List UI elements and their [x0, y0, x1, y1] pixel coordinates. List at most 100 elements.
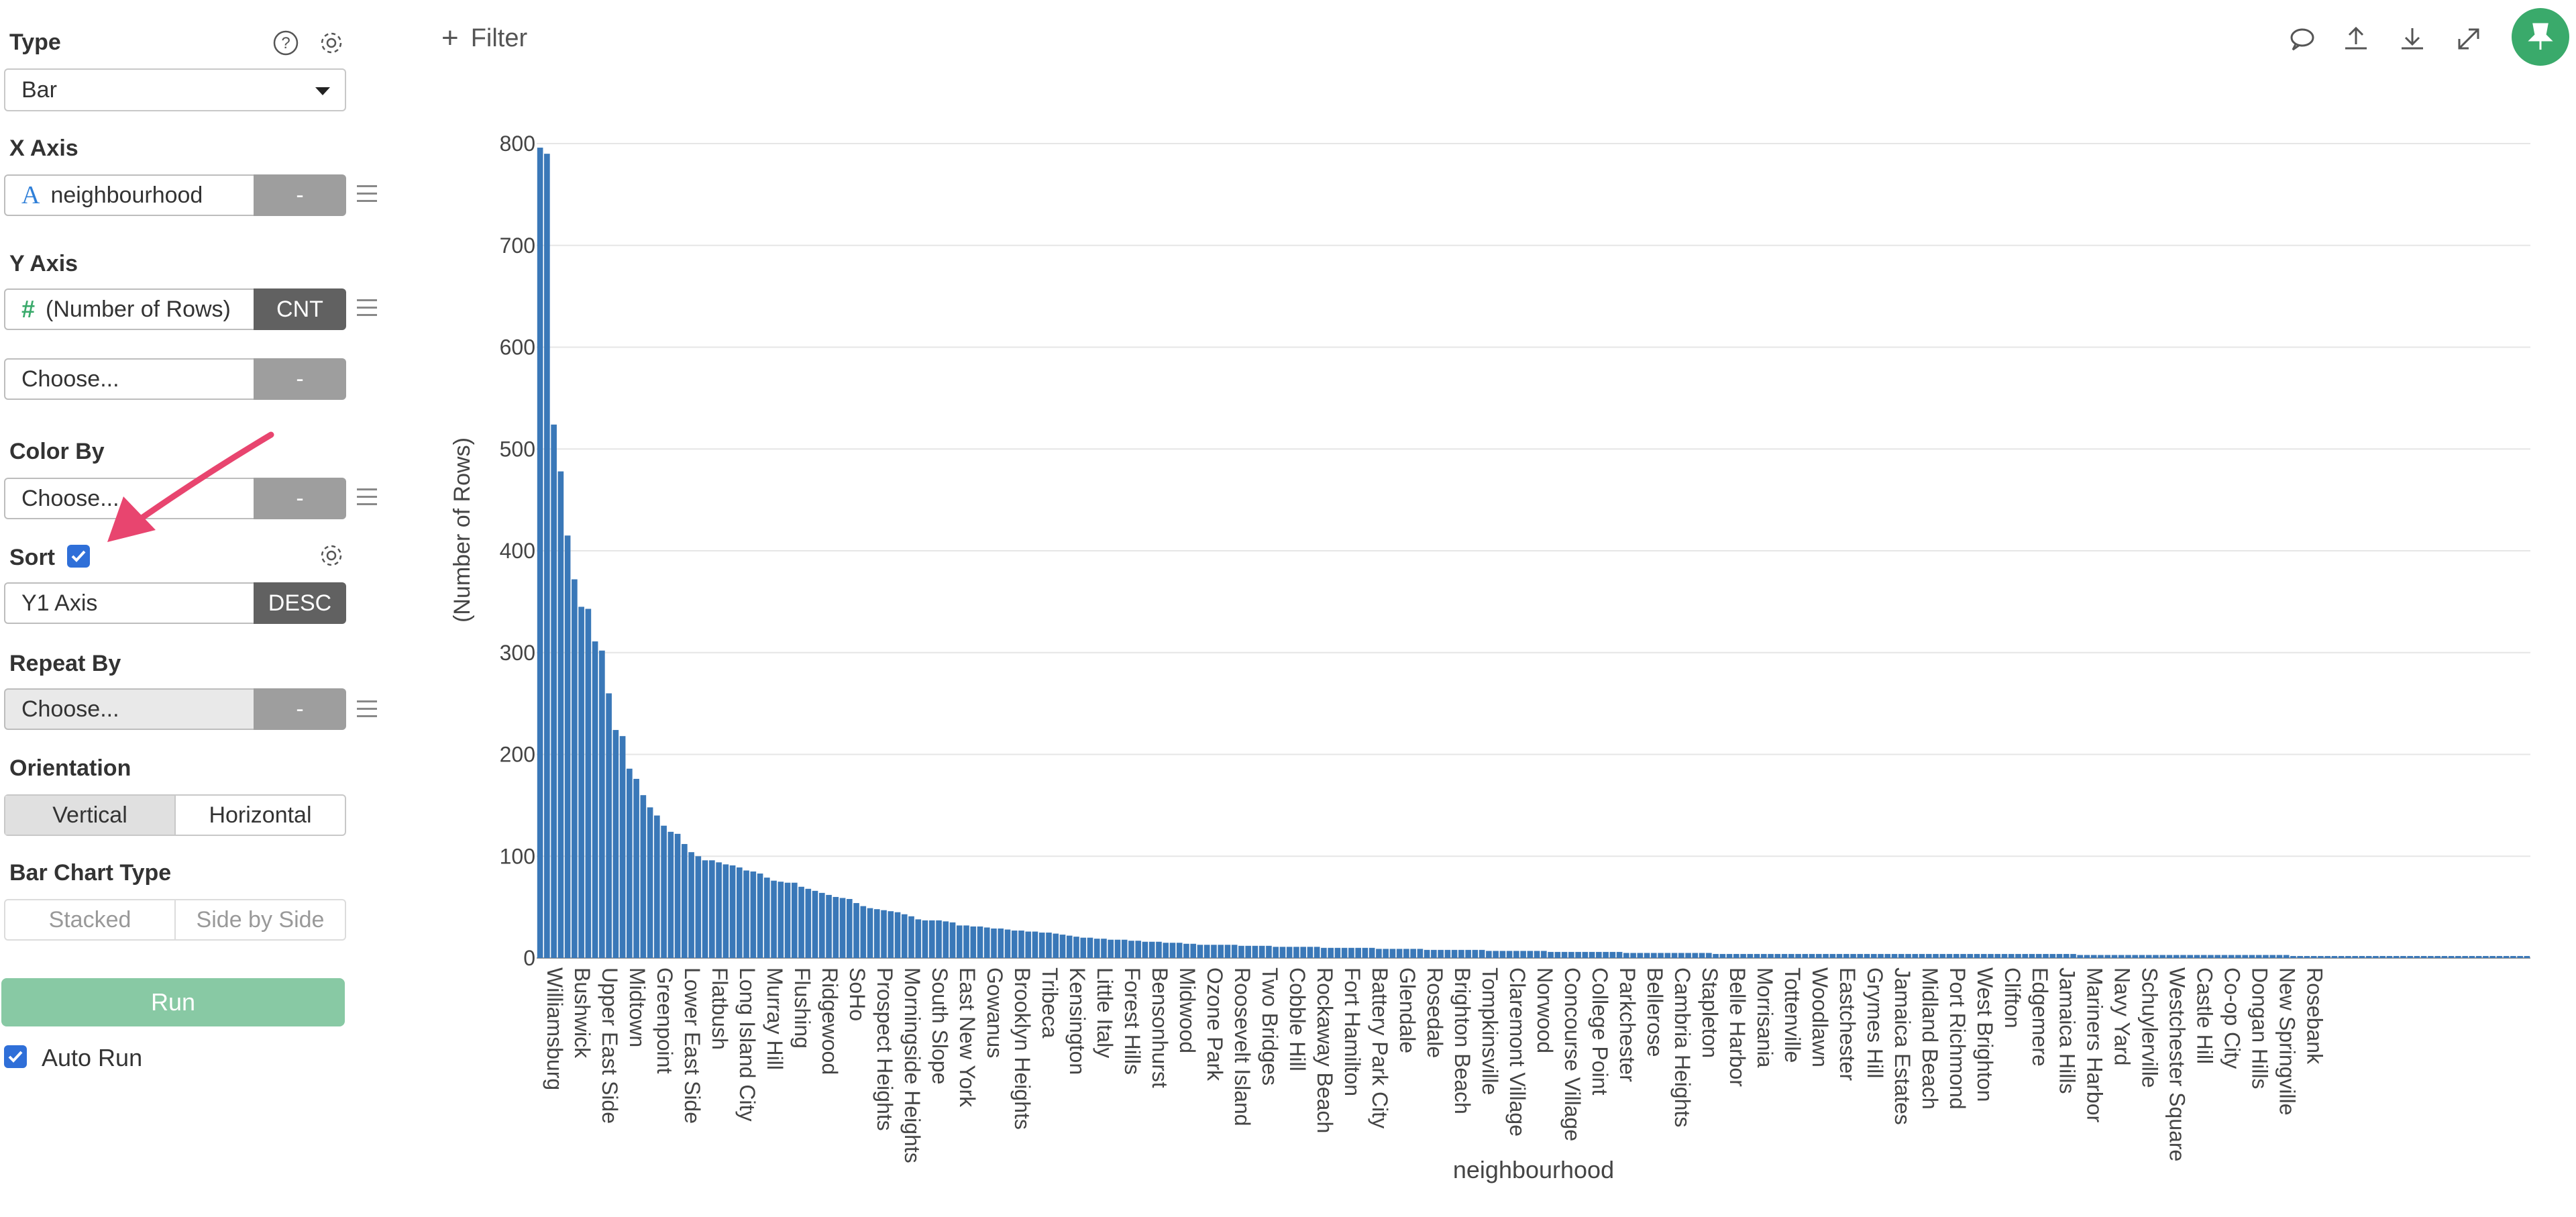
bar [619, 736, 626, 958]
bar [1850, 953, 1856, 958]
xaxis-aggregation-button[interactable]: - [254, 174, 346, 216]
bar [1417, 949, 1424, 958]
bar [1087, 937, 1093, 958]
add-filter-button[interactable]: + Filter [441, 21, 527, 55]
bar [2462, 955, 2468, 958]
sort-order-button[interactable]: DESC [254, 582, 346, 624]
orientation-horizontal-option[interactable]: Horizontal [209, 802, 312, 828]
x-tick-label: Glendale [1395, 967, 1419, 1053]
bar [1706, 953, 1712, 958]
bar [881, 910, 887, 958]
expand-icon[interactable] [2454, 24, 2483, 54]
settings-gear-icon[interactable] [318, 30, 345, 56]
bar [908, 916, 914, 958]
bar [1884, 953, 1891, 958]
bar [2056, 953, 2063, 958]
sort-checkbox[interactable] [67, 545, 90, 568]
barchart-sidebyside-option[interactable]: Side by Side [196, 906, 325, 933]
x-tick-label: Fort Hamilton [1340, 967, 1364, 1096]
bar [2352, 955, 2358, 958]
bar [1025, 931, 1032, 958]
bar [1348, 947, 1354, 958]
yaxis2-column-field[interactable]: Choose... [4, 358, 255, 400]
xaxis-menu-icon[interactable] [357, 185, 377, 207]
bar [1059, 935, 1066, 958]
x-tick-label: College Point [1588, 967, 1612, 1095]
bar [1080, 937, 1087, 958]
colorby-aggregation-button[interactable]: - [254, 478, 346, 519]
x-tick-label: Little Italy [1093, 967, 1117, 1058]
bar [2414, 955, 2420, 958]
autorun-checkbox[interactable] [4, 1045, 27, 1068]
x-tick-label: Rosebank [2303, 967, 2327, 1065]
bar [2049, 953, 2056, 958]
bar [682, 844, 688, 958]
comment-icon[interactable] [2288, 24, 2317, 54]
x-tick-label: Battery Park City [1368, 967, 1392, 1128]
pin-button[interactable] [2512, 8, 2569, 66]
bar [1740, 953, 1746, 958]
bar [1169, 943, 1176, 958]
sort-column-field[interactable]: Y1 Axis [4, 582, 255, 624]
repeatby-label: Repeat By [9, 651, 121, 676]
x-tick-label: Kensington [1065, 967, 1089, 1075]
x-tick-label: Eastchester [1835, 967, 1860, 1081]
yaxis2-aggregation-button[interactable]: - [254, 358, 346, 400]
bar [1148, 941, 1155, 958]
y-tick-label: 200 [500, 743, 535, 767]
bar [2290, 955, 2296, 958]
bar [1451, 949, 1458, 958]
bar [1699, 953, 1705, 958]
bar [1444, 949, 1451, 958]
bar [2386, 955, 2393, 958]
bar [888, 911, 894, 958]
bar [2524, 955, 2530, 958]
bar [2214, 955, 2221, 958]
bar [654, 815, 660, 958]
barchart-stacked-option[interactable]: Stacked [5, 900, 176, 939]
bar [592, 641, 598, 958]
y-tick-label: 600 [500, 335, 535, 360]
bar [1438, 949, 1444, 958]
run-button[interactable]: Run [1, 978, 345, 1026]
bar [2084, 955, 2090, 958]
bar [1692, 953, 1699, 958]
sort-settings-gear-icon[interactable] [318, 542, 345, 569]
bar [2200, 955, 2207, 958]
bar [2373, 955, 2379, 958]
bar [1912, 953, 1919, 958]
repeatby-menu-icon[interactable] [357, 700, 377, 723]
bar [2194, 955, 2200, 958]
download-icon[interactable] [2398, 24, 2427, 54]
yaxis-column-field[interactable]: # (Number of Rows) [4, 288, 255, 330]
help-icon[interactable]: ? [272, 30, 299, 56]
filter-label: Filter [470, 23, 528, 52]
yaxis-menu-icon[interactable] [357, 299, 377, 321]
orientation-vertical-option[interactable]: Vertical [5, 796, 176, 835]
bar [1218, 945, 1224, 958]
svg-text:?: ? [281, 34, 290, 52]
bar [667, 831, 674, 958]
yaxis-aggregation-button[interactable]: CNT [254, 288, 346, 330]
upload-icon[interactable] [2341, 24, 2371, 54]
bar [640, 795, 647, 958]
bar [963, 925, 969, 958]
bar [2166, 955, 2173, 958]
bar [1093, 939, 1100, 958]
bar [1383, 949, 1389, 958]
bar [818, 892, 825, 958]
chart-type-select[interactable]: Bar [4, 68, 346, 111]
bar [2104, 955, 2111, 958]
bar [1396, 949, 1403, 958]
repeatby-aggregation-button[interactable]: - [254, 688, 346, 730]
bar [1768, 953, 1774, 958]
xaxis-column-field[interactable]: A neighbourhood [4, 174, 255, 216]
x-tick-label: Roosevelt Island [1230, 967, 1254, 1126]
repeatby-column-field[interactable]: Choose... [4, 688, 255, 730]
x-tick-label: Lower East Side [680, 967, 704, 1124]
y-tick-label: 0 [523, 946, 535, 970]
x-tick-label: Prospect Heights [873, 967, 897, 1131]
bar [1135, 941, 1142, 958]
colorby-menu-icon[interactable] [357, 488, 377, 511]
bar [2503, 955, 2510, 958]
